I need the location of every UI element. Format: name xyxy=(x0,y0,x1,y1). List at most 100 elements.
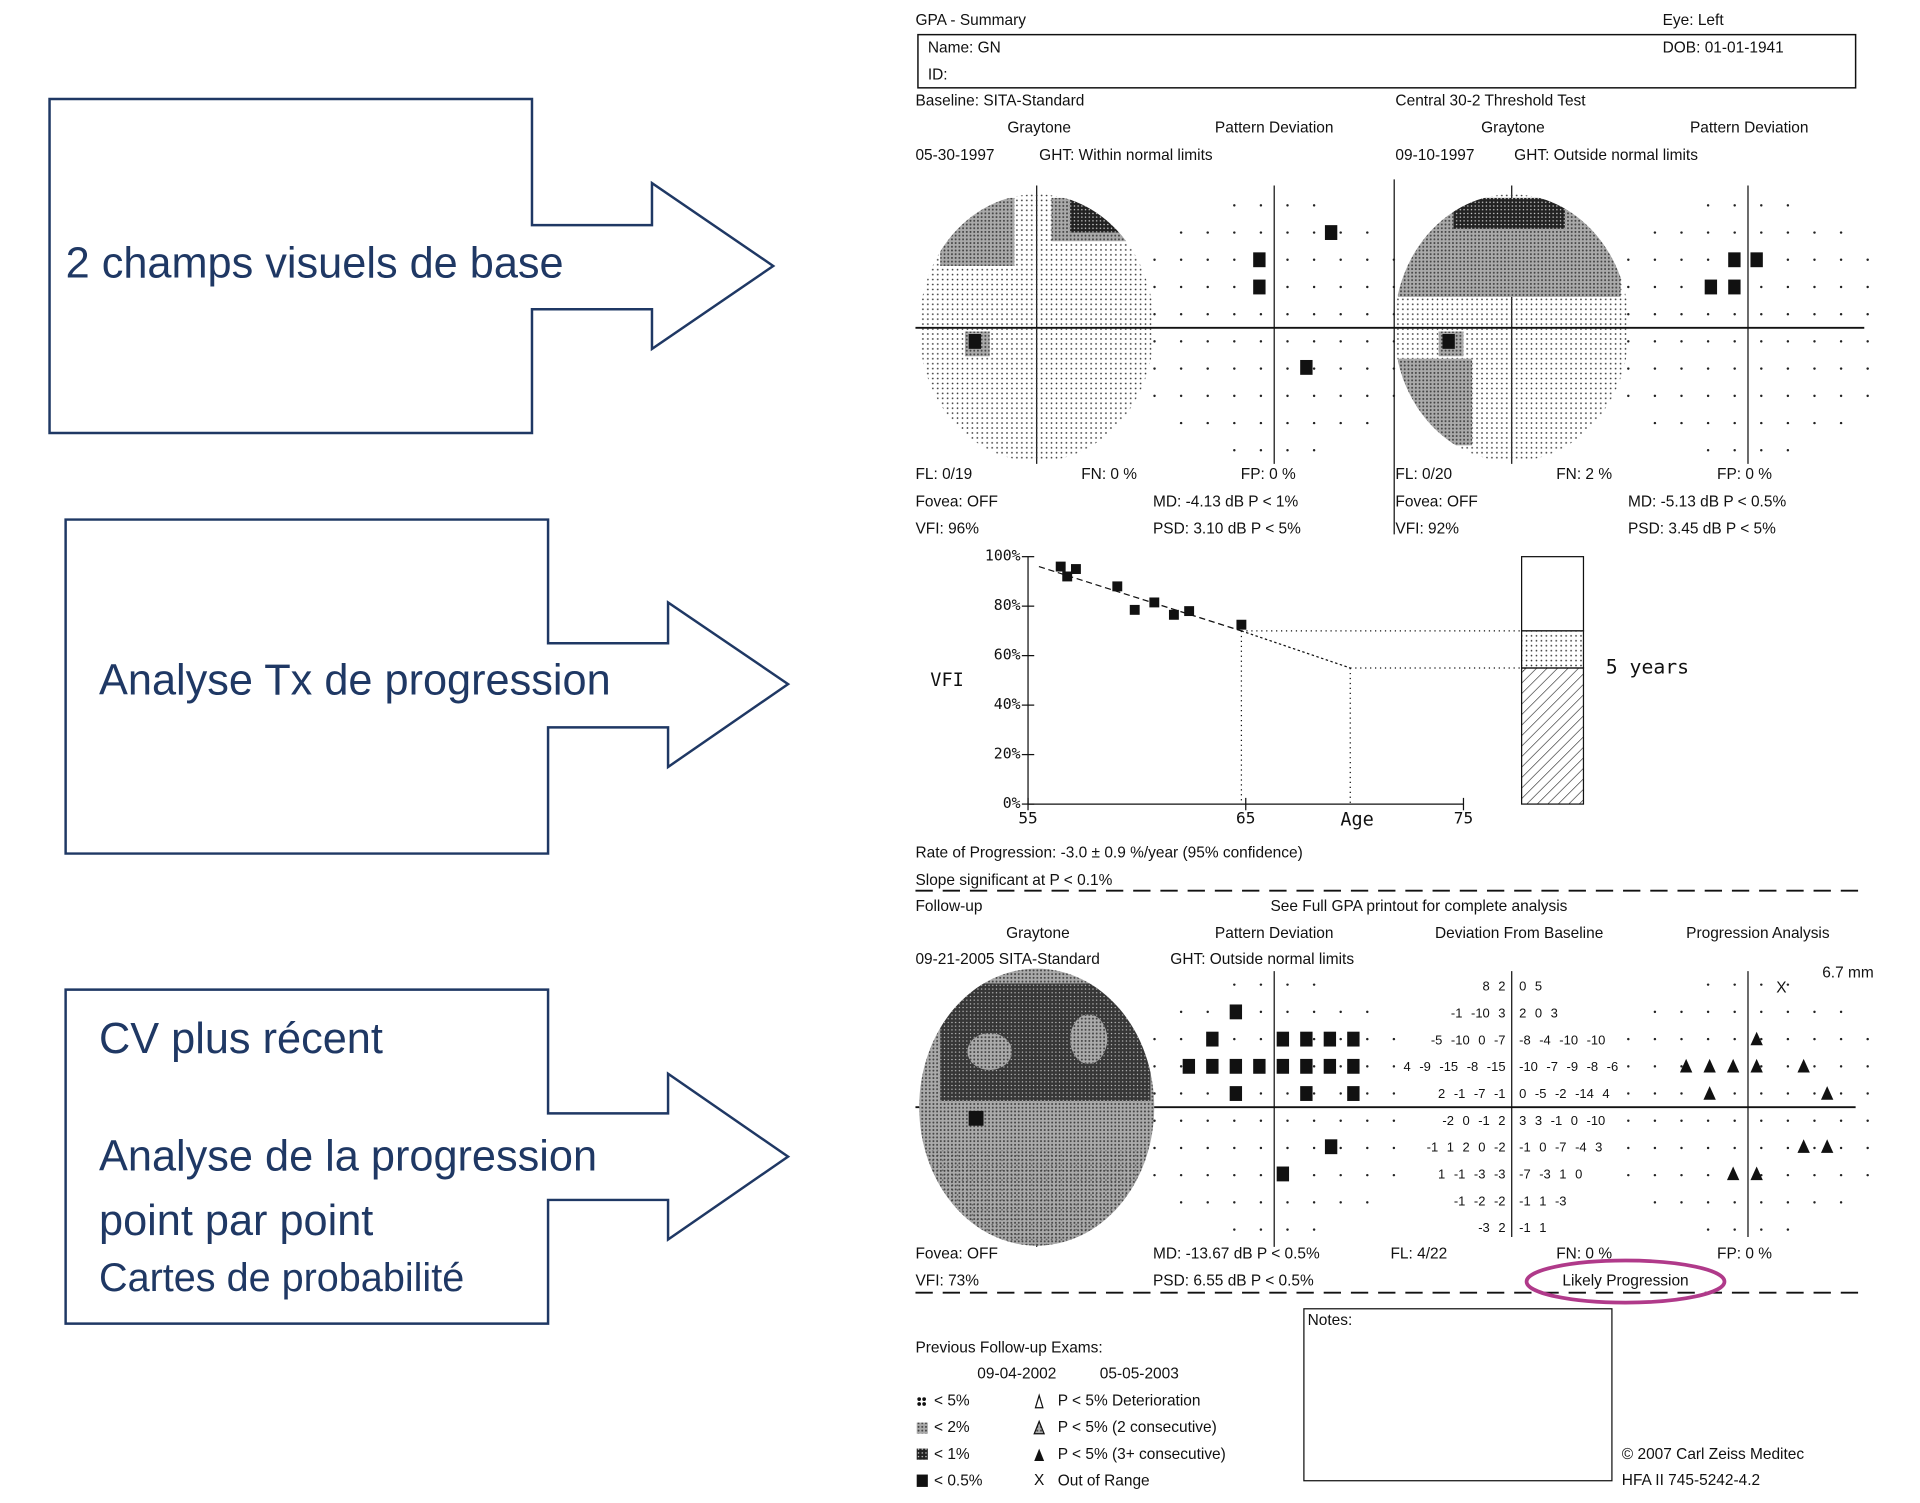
pd-symbol xyxy=(1866,367,1869,370)
pd-symbol xyxy=(1312,367,1316,370)
pd-symbol xyxy=(1153,312,1156,316)
pd-symbol xyxy=(1653,421,1657,425)
pd-symbol xyxy=(1339,258,1342,262)
report-text: Graytone xyxy=(1007,120,1071,137)
report-text: VFI: 92% xyxy=(1395,521,1459,538)
report-text: FP: 0 % xyxy=(1241,466,1296,483)
pd-symbol xyxy=(1259,983,1263,986)
legend-label: P < 5% Deterioration xyxy=(1058,1393,1201,1410)
pd-symbol xyxy=(1786,1228,1790,1231)
y-tick-label: 20% xyxy=(994,746,1021,763)
deviation-values: -1 -10 3 xyxy=(1451,1005,1506,1020)
legend-label: < 1% xyxy=(934,1446,970,1463)
pd-symbol xyxy=(1653,258,1657,262)
pd-symbol xyxy=(1706,340,1710,343)
deviation-values: -1 1 2 0 -2 xyxy=(1427,1140,1506,1155)
pd-symbol xyxy=(1312,1010,1316,1014)
deviation-values: -1 -2 -2 xyxy=(1454,1193,1506,1208)
pd-symbol xyxy=(1392,312,1396,316)
graytone xyxy=(967,1032,1012,1071)
projection-line xyxy=(1241,630,1351,669)
pd-symbol xyxy=(1366,1146,1369,1150)
report-text: Graytone xyxy=(1006,925,1070,942)
pd-symbol xyxy=(1813,312,1816,316)
pd-symbol xyxy=(1839,1065,1843,1068)
pd-symbol xyxy=(1206,258,1209,262)
slide-label: Analyse de la progression xyxy=(99,1133,597,1181)
pd-symbol xyxy=(1179,394,1183,398)
pd-symbol xyxy=(1366,1092,1369,1095)
pd-symbol xyxy=(1312,340,1316,343)
pd-symbol xyxy=(1259,449,1263,452)
report-text: Pattern Deviation xyxy=(1215,925,1334,942)
pd-symbol xyxy=(1339,1201,1342,1204)
pd-symbol xyxy=(1839,367,1843,370)
pd-symbol xyxy=(1206,394,1209,398)
pd-symbol xyxy=(1760,1010,1763,1014)
pd-symbol xyxy=(1706,312,1710,316)
pd-symbol xyxy=(1206,1173,1209,1177)
patient-box xyxy=(917,33,1857,89)
report-text: GPA - Summary xyxy=(915,12,1026,29)
report-text: See Full GPA printout for complete analy… xyxy=(1270,898,1567,915)
data-point xyxy=(1168,609,1179,620)
pd-symbol xyxy=(1706,367,1710,370)
pd-symbol xyxy=(1253,252,1266,268)
pd-symbol xyxy=(1786,312,1790,316)
pd-symbol xyxy=(1706,1228,1710,1231)
progression-symbol xyxy=(1750,1031,1763,1046)
pd-symbol xyxy=(1233,285,1236,289)
pd-symbol xyxy=(1760,1119,1763,1122)
data-point xyxy=(1055,561,1066,572)
legend-symbol xyxy=(1034,1448,1045,1461)
report-text: Slope significant at P < 0.1% xyxy=(915,872,1112,889)
pd-symbol xyxy=(1179,367,1183,370)
deviation-values: 4 -9 -15 -8 -15 xyxy=(1404,1059,1506,1074)
pd-symbol xyxy=(1259,394,1263,398)
pd-symbol xyxy=(1839,1119,1843,1122)
data-point xyxy=(1112,581,1123,592)
pd-symbol xyxy=(1786,1201,1790,1204)
progression-symbol xyxy=(1750,1058,1763,1073)
pd-symbol xyxy=(1366,258,1369,262)
pd-symbol xyxy=(1813,258,1816,262)
report-text: HFA II 745-5242-4.2 xyxy=(1622,1472,1760,1489)
pd-symbol xyxy=(1153,1092,1156,1095)
pd-symbol xyxy=(1259,231,1263,234)
pd-symbol xyxy=(1312,204,1316,207)
pd-symbol xyxy=(1366,312,1369,316)
pd-symbol xyxy=(1706,204,1710,207)
slide-arrows xyxy=(48,97,791,1325)
graytone xyxy=(921,1150,1155,1246)
graytone xyxy=(919,194,1155,462)
pd-symbol xyxy=(1733,204,1736,207)
pd-symbol xyxy=(1813,1201,1816,1204)
pd-symbol xyxy=(1839,1010,1843,1014)
report-text: FL: 0/20 xyxy=(1395,466,1452,483)
pd-symbol xyxy=(1206,1119,1209,1122)
pd-symbol xyxy=(1259,367,1263,370)
graytone xyxy=(968,334,982,349)
report-text: Name: GN xyxy=(928,39,1001,56)
pd-symbol xyxy=(1179,1092,1183,1095)
pd-symbol xyxy=(1339,394,1342,398)
pd-symbol xyxy=(1706,394,1710,398)
pd-symbol xyxy=(1286,421,1289,425)
report-text: FL: 0/19 xyxy=(915,466,972,483)
pd-symbol xyxy=(1366,1065,1369,1068)
report-text: © 2007 Carl Zeiss Meditec xyxy=(1622,1446,1805,1463)
pd-symbol xyxy=(1153,394,1156,398)
pd-symbol xyxy=(1839,394,1843,398)
deviation-values: 0 -5 -2 -14 4 xyxy=(1519,1086,1609,1101)
slide-label: Cartes de probabilité xyxy=(99,1256,464,1300)
pd-symbol xyxy=(1233,1201,1236,1204)
report-text: 09-10-1997 xyxy=(1395,147,1474,164)
pd-symbol xyxy=(1786,1092,1790,1095)
data-point xyxy=(1129,604,1140,615)
pd-symbol xyxy=(1153,1173,1156,1177)
pd-symbol xyxy=(1286,367,1289,370)
pd-symbol xyxy=(1706,1119,1710,1122)
pd-symbol xyxy=(1259,340,1263,343)
pd-symbol xyxy=(1286,1092,1289,1095)
graytone xyxy=(1070,197,1120,233)
